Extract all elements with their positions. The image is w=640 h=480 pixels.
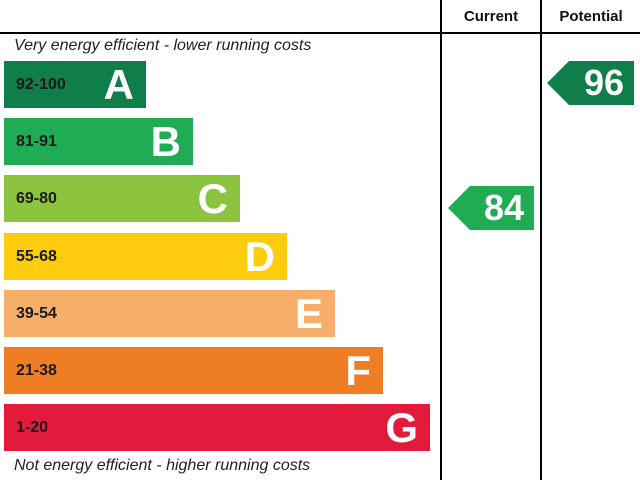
- band-range: 39-54: [16, 305, 57, 322]
- band-range: 1-20: [16, 419, 49, 436]
- band-range: 81-91: [16, 133, 57, 150]
- header-potential: Potential: [559, 8, 623, 25]
- current-arrow-shape: [448, 186, 534, 230]
- band-range: 69-80: [16, 190, 57, 207]
- bottom-note: Not energy efficient - higher running co…: [14, 457, 311, 474]
- current-score-value: 84: [483, 187, 524, 228]
- band-range: 55-68: [16, 248, 57, 265]
- band-letter: C: [197, 175, 228, 222]
- band-letter: B: [150, 118, 181, 165]
- band-a: 92-100 A: [4, 61, 146, 108]
- band-g: 1-20 G: [4, 404, 430, 451]
- header-current: Current: [463, 8, 519, 25]
- band-c: 69-80 C: [4, 175, 240, 222]
- potential-arrow-fill: [547, 61, 634, 105]
- band-letter: F: [345, 347, 371, 394]
- band-b: 81-91 B: [4, 118, 193, 165]
- band-range: 21-38: [16, 362, 57, 379]
- band-d: 55-68 D: [4, 233, 287, 280]
- band-range: 92-100: [16, 76, 66, 93]
- top-note: Very energy efficient - lower running co…: [14, 37, 312, 54]
- band-letter: E: [294, 290, 323, 337]
- current-arrow-fill: [448, 186, 534, 230]
- current-score-arrow: 84: [448, 186, 534, 230]
- band-letter: G: [385, 404, 418, 451]
- band-letter: D: [244, 233, 275, 280]
- band-f: 21-38 F: [4, 347, 383, 394]
- potential-score-arrow: 96: [547, 61, 634, 105]
- potential-arrow-shape: [547, 61, 634, 105]
- potential-score-value: 96: [583, 62, 624, 103]
- band-letter: A: [103, 61, 134, 108]
- band-e: 39-54 E: [4, 290, 335, 337]
